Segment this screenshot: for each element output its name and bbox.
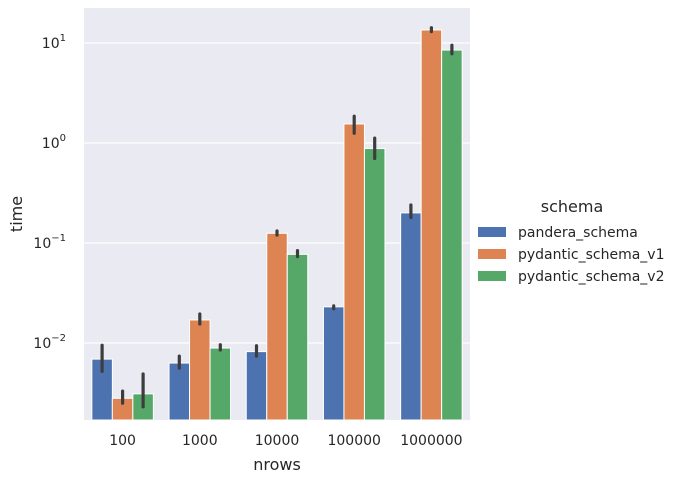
y-tick-label: 100 [42,133,66,152]
legend-swatch [478,249,506,259]
x-tick-label: 1000 [182,433,218,449]
legend-label: pandera_schema [518,225,638,241]
x-tick-label: 100 [109,433,136,449]
legend: schema pandera_schema pydantic_schema_v1p… [478,197,664,285]
bar [363,148,386,421]
x-axis-label: nrows [253,455,301,474]
bar [286,253,309,421]
bar [441,49,463,421]
bar [209,347,232,421]
bar [266,232,288,421]
x-tick-label: 10000 [255,433,300,449]
bar [168,362,191,421]
x-tick-label: 1000000 [400,433,462,449]
legend-swatch [478,271,506,281]
y-tick-label: 101 [42,33,66,52]
x-tick-label: 100000 [327,433,380,449]
legend-label: pydantic_schema_v1 [518,247,664,263]
bar [420,29,443,421]
legend-label: pydantic_schema_v2 [518,269,664,285]
legend-swatch [478,227,506,237]
x-tick-labels: 100 1000 10000 100000 1000000 [109,433,462,449]
bar [322,306,345,421]
legend-title: schema [541,197,604,216]
y-tick-label: 10−2 [33,333,66,352]
y-tick-labels: 10−2 10−1 100 101 [33,33,66,352]
y-axis-label: time [7,196,26,232]
bar [189,319,211,421]
y-tick-label: 10−1 [33,233,66,252]
bars [91,29,463,421]
bar [400,212,422,421]
error-bars [100,26,454,409]
bar [343,123,365,421]
bar [245,351,268,421]
